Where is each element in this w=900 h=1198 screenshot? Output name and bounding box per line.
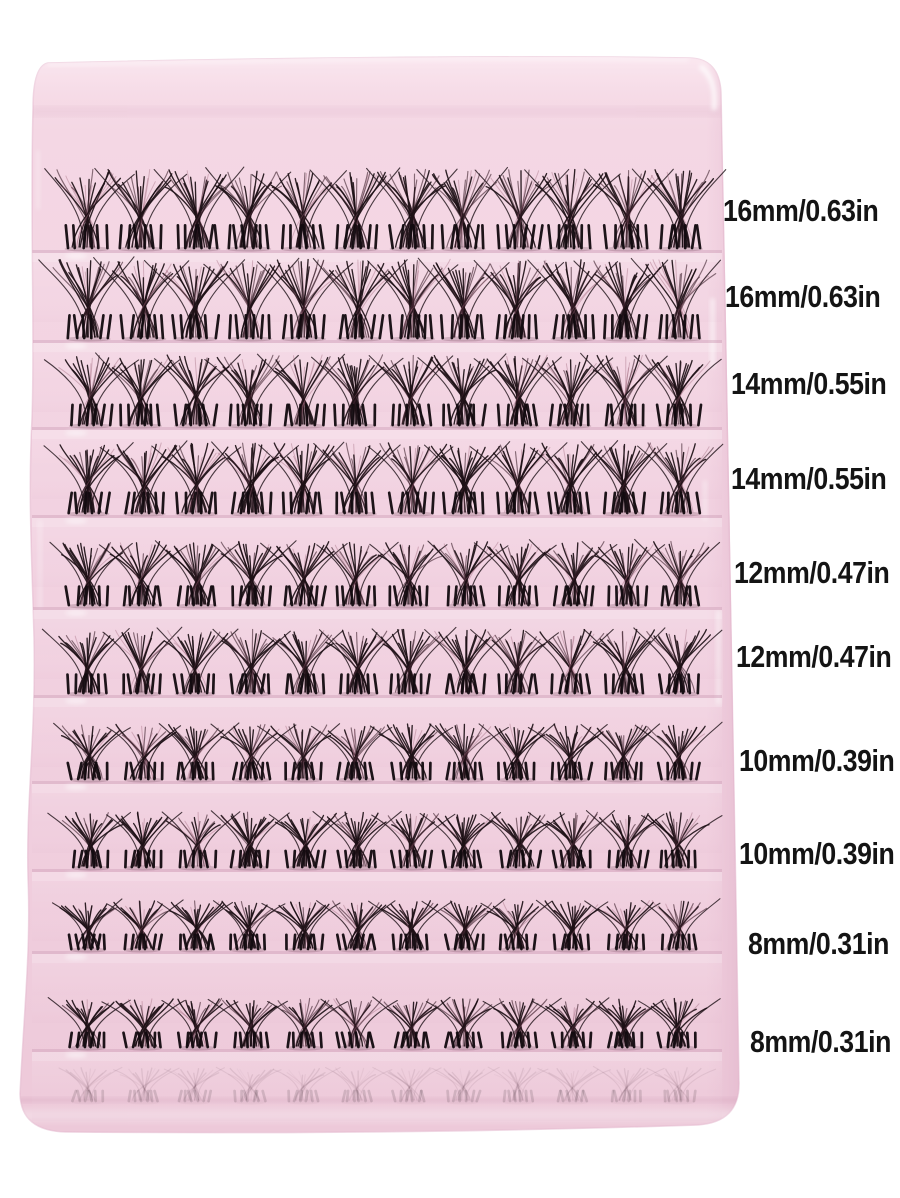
lash-row	[41, 626, 723, 697]
lash-row	[51, 898, 721, 953]
lash-row	[47, 810, 723, 871]
lash-rows	[38, 166, 727, 1051]
lash-row	[44, 166, 727, 252]
lash-row	[43, 440, 724, 517]
gloss-highlight	[698, 63, 717, 111]
lash-row	[47, 996, 721, 1051]
lash-row	[38, 256, 722, 342]
ghost-imprint-row	[58, 1065, 717, 1103]
lash-row	[43, 352, 722, 429]
lash-row	[49, 538, 721, 609]
lash-row	[53, 721, 723, 783]
